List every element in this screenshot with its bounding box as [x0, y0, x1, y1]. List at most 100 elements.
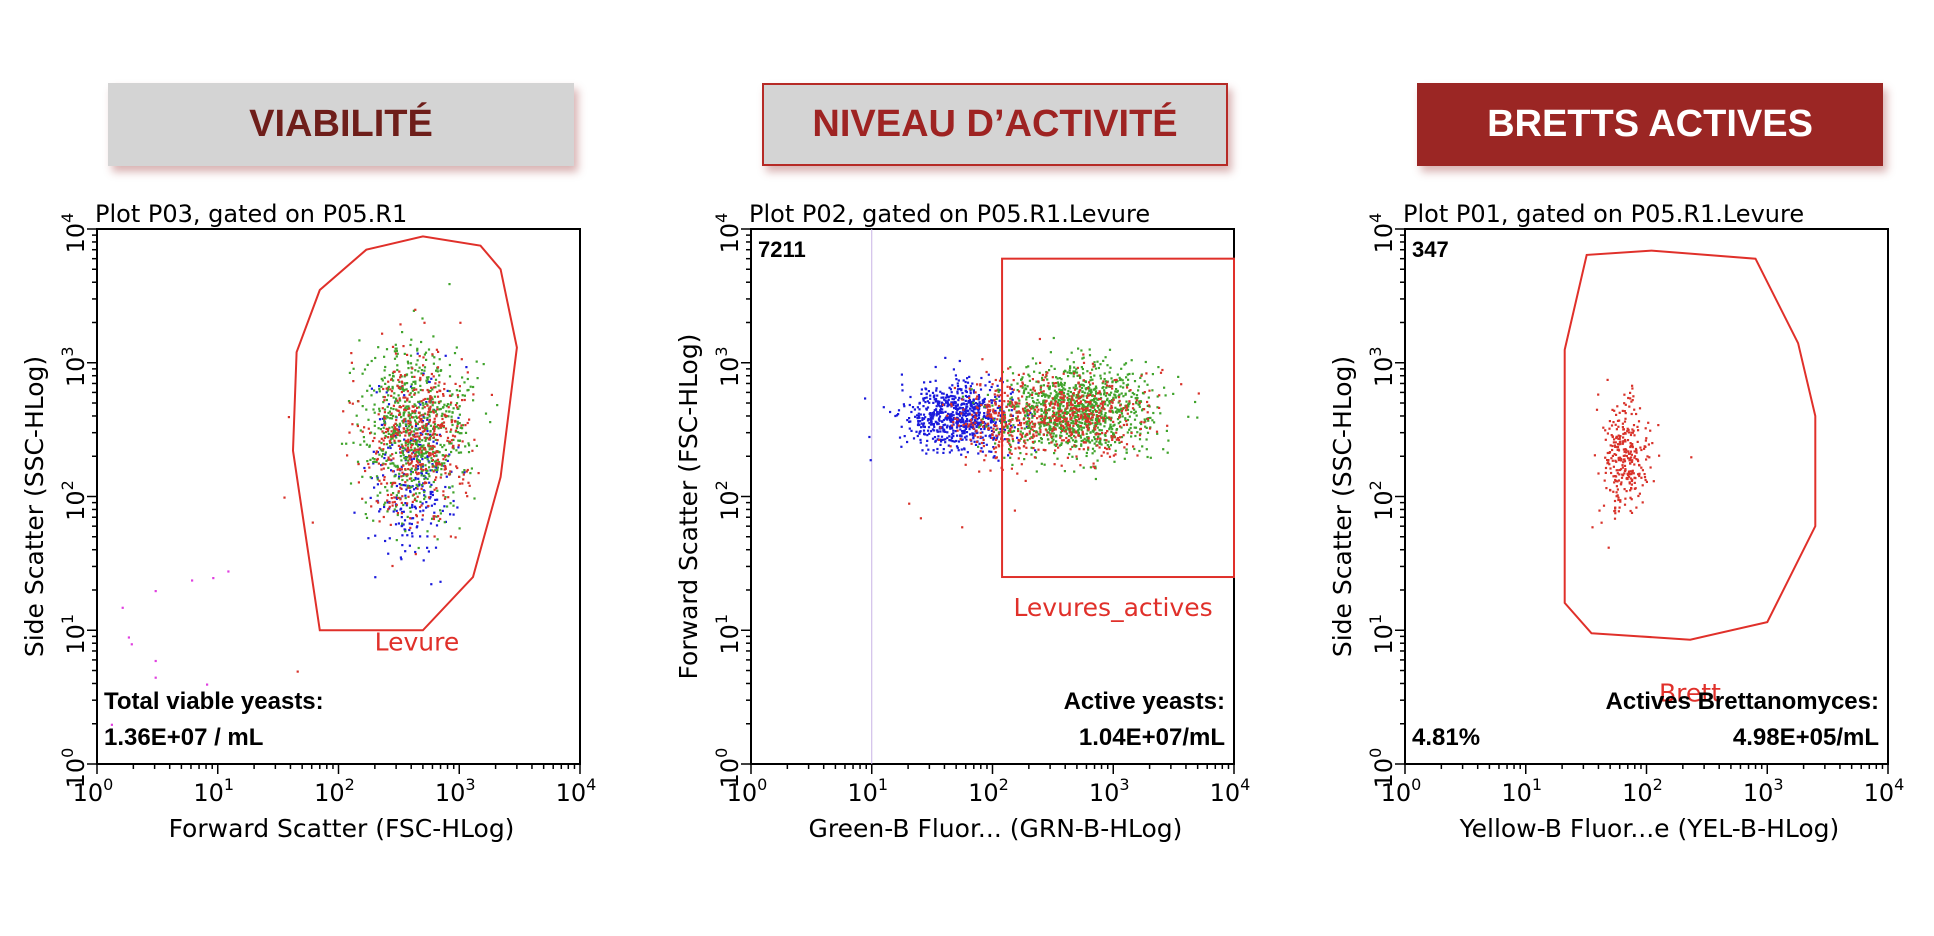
data-point-red: [1100, 416, 1103, 419]
data-point-green: [386, 489, 389, 492]
data-point-green: [427, 442, 430, 445]
data-point-green: [1120, 411, 1123, 414]
data-point-green: [1088, 441, 1092, 444]
data-point-red: [964, 423, 968, 426]
data-point-red: [382, 515, 385, 519]
data-point-green: [420, 414, 423, 417]
data-point-green: [428, 413, 431, 416]
data-point-red: [1041, 415, 1044, 418]
data-point-blue: [401, 534, 404, 537]
data-point-blue: [927, 418, 930, 421]
data-point-green: [994, 442, 997, 445]
data-point-green: [1115, 428, 1118, 431]
data-point-blue: [984, 422, 987, 425]
data-point-red: [1003, 411, 1006, 414]
data-point-green: [1100, 411, 1103, 414]
data-point-red: [1629, 496, 1632, 499]
data-point-red: [1058, 391, 1061, 394]
data-point-green: [1138, 438, 1142, 441]
data-point-red: [974, 416, 977, 420]
data-point-blue: [937, 400, 940, 404]
header-bretts-actives: BRETTS ACTIVES: [1417, 83, 1883, 166]
data-point-blue: [954, 401, 957, 404]
data-point-green: [402, 454, 405, 457]
data-point-red: [992, 424, 996, 427]
data-point-red: [421, 421, 424, 424]
data-point-red: [1617, 496, 1620, 499]
data-point-green: [1047, 386, 1050, 389]
data-point-red: [1075, 408, 1078, 411]
gate-polygon[interactable]: [1563, 249, 1817, 641]
data-point-red: [1082, 379, 1085, 382]
data-point-blue: [928, 432, 931, 435]
data-point-red: [407, 486, 410, 489]
data-point-green: [361, 395, 364, 398]
data-point-red: [1631, 431, 1635, 434]
data-point-green: [376, 478, 379, 481]
data-point-red: [956, 418, 959, 421]
data-point-blue: [435, 470, 438, 474]
data-point-red: [1028, 430, 1031, 433]
data-point-blue: [944, 441, 947, 444]
data-point-red: [450, 401, 453, 404]
data-point-red: [1110, 406, 1114, 409]
data-point-blue: [397, 522, 400, 525]
data-point-blue: [917, 412, 920, 415]
data-point-green: [1043, 401, 1046, 405]
data-point-green: [1071, 427, 1074, 430]
data-point-red: [964, 463, 967, 466]
data-point-green: [1128, 428, 1131, 431]
data-point-red: [432, 470, 435, 473]
data-point-green: [392, 375, 395, 378]
data-point-blue: [964, 394, 967, 398]
data-point-red: [420, 463, 423, 466]
data-point-green: [1120, 367, 1123, 370]
data-point-green: [433, 460, 436, 463]
data-point-blue: [428, 481, 431, 484]
data-point-red: [445, 454, 448, 457]
data-point-red: [400, 391, 403, 394]
data-point-red: [1065, 417, 1068, 420]
data-point-red: [1618, 506, 1621, 509]
data-point-red: [461, 440, 464, 443]
data-point-red: [1065, 407, 1068, 410]
data-point-green: [1085, 439, 1088, 442]
data-point-blue: [955, 426, 959, 429]
gate-polygon[interactable]: [291, 235, 518, 632]
data-point-blue: [937, 418, 940, 421]
x-tick-label: 103: [1089, 775, 1130, 807]
data-point-green: [449, 502, 452, 505]
data-point-green: [1075, 368, 1078, 371]
data-point-blue: [414, 478, 417, 481]
data-point-green: [424, 495, 427, 498]
data-point-green: [397, 477, 400, 480]
data-point-green: [411, 438, 415, 441]
gate-rectangle[interactable]: [1001, 257, 1235, 579]
data-point-green: [1067, 390, 1070, 393]
data-point-green: [427, 472, 430, 475]
data-point-red: [407, 495, 410, 498]
data-point-blue: [972, 432, 975, 435]
data-point-green: [1088, 348, 1091, 351]
data-point-green: [1165, 429, 1168, 432]
data-point-red: [1054, 428, 1057, 431]
data-point-blue: [940, 440, 943, 443]
data-point-red: [978, 470, 981, 473]
data-point-red: [1054, 385, 1057, 388]
data-point-red: [1112, 420, 1115, 423]
data-point-blue: [937, 422, 940, 425]
data-point-red: [435, 487, 438, 490]
data-point-red: [458, 482, 461, 485]
data-point-red: [1072, 414, 1075, 417]
data-point-green: [1196, 416, 1199, 419]
data-point-green: [1093, 374, 1096, 377]
data-point-red: [1113, 435, 1116, 438]
data-point-red: [415, 388, 418, 391]
data-point-green: [383, 408, 386, 411]
data-point-green: [394, 451, 398, 454]
data-point-green: [464, 431, 468, 434]
data-point-green: [1136, 397, 1139, 400]
data-point-red: [1084, 414, 1087, 417]
data-point-green: [393, 508, 396, 511]
data-point-red: [407, 449, 410, 452]
